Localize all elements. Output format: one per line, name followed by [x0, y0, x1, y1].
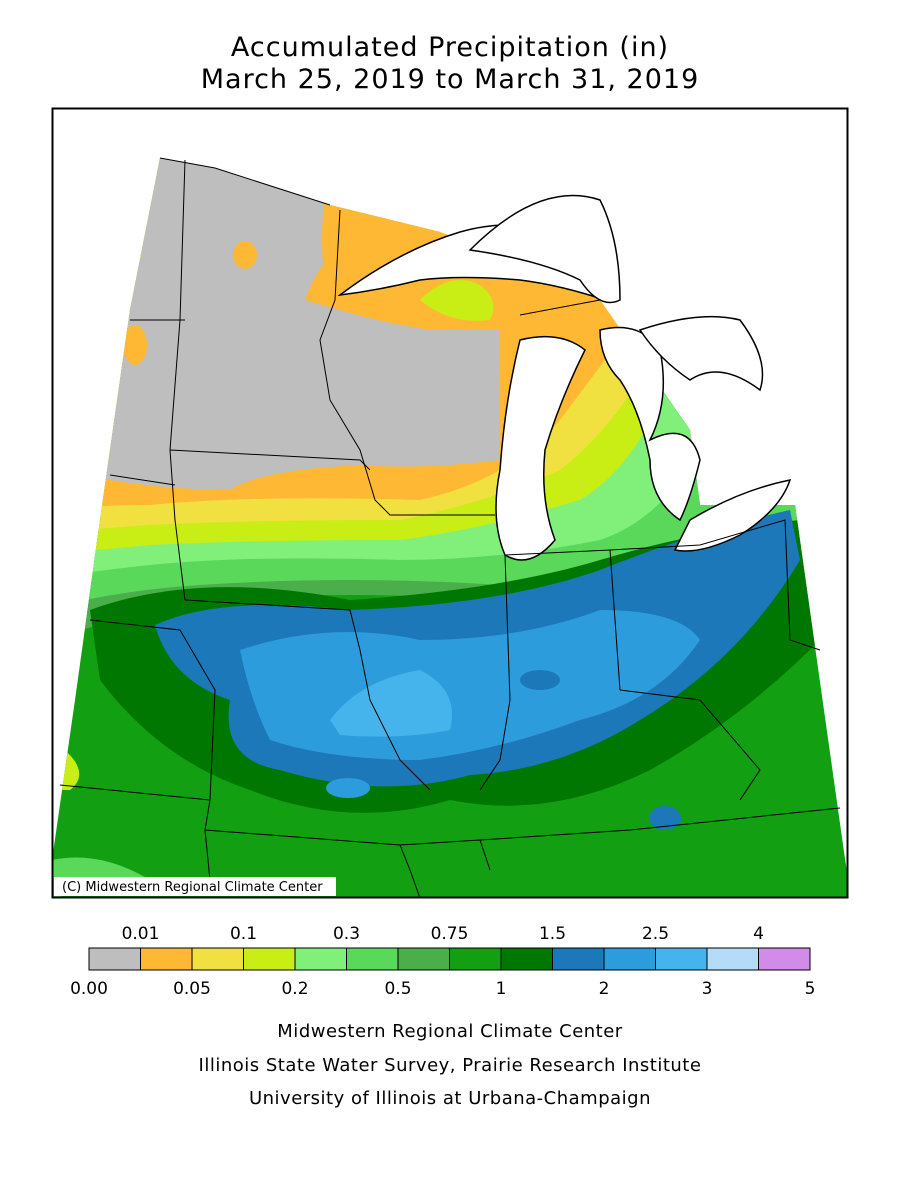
legend-label: 0.05 — [173, 979, 211, 999]
footer-line: Illinois State Water Survey, Prairie Res… — [199, 1055, 702, 1076]
legend-label: 0.5 — [384, 979, 411, 999]
legend-label: 1 — [496, 979, 507, 999]
legend-swatch — [243, 947, 296, 971]
legend-swatch — [655, 947, 708, 971]
legend-swatch — [140, 947, 193, 971]
legend-label: 0.2 — [281, 979, 308, 999]
legend-label: 0.75 — [431, 924, 469, 944]
title: Accumulated Precipitation (in) — [231, 32, 669, 63]
legend-label: 0.1 — [230, 924, 257, 944]
legend-swatch — [552, 947, 605, 971]
legend-swatch — [500, 947, 553, 971]
legend-swatch — [294, 947, 347, 971]
legend-swatch — [88, 947, 141, 971]
legend-label: 5 — [805, 979, 816, 999]
legend-label: 4 — [753, 924, 764, 944]
footer-line: Midwestern Regional Climate Center — [277, 1021, 623, 1042]
map: (C) Midwestern Regional Climate Center — [51, 107, 849, 899]
footer-line: University of Illinois at Urbana-Champai… — [249, 1088, 651, 1109]
legend-label: 2.5 — [642, 924, 669, 944]
legend-swatch — [758, 947, 811, 971]
legend-label: 0.01 — [122, 924, 160, 944]
legend-label: 1.5 — [539, 924, 566, 944]
copyright: (C) Midwestern Regional Climate Center — [62, 880, 323, 895]
legend: 0.00 0.01 0.05 0.1 0.2 0.3 0.5 0.75 1 1.5 2 2.5 3 4 5 — [70, 924, 815, 999]
legend-label: 2 — [599, 979, 610, 999]
legend-label: 3 — [702, 979, 713, 999]
legend-label: 0.3 — [333, 924, 360, 944]
legend-label: 0.00 — [70, 979, 108, 999]
legend-swatch — [191, 947, 244, 971]
legend-swatch — [706, 947, 759, 971]
legend-swatch — [449, 947, 502, 971]
legend-swatch — [397, 947, 450, 971]
legend-swatch — [346, 947, 399, 971]
subtitle: March 25, 2019 to March 31, 2019 — [201, 64, 700, 95]
legend-swatch — [603, 947, 656, 971]
